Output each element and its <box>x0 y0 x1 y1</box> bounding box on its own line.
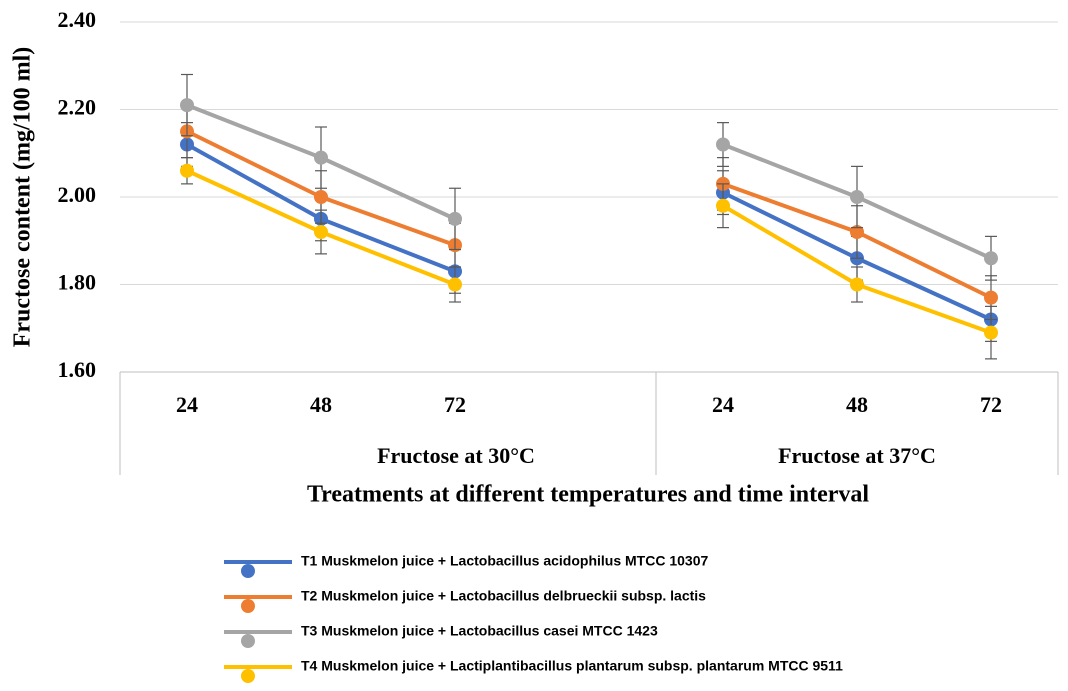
x-tick-label: 72 <box>444 392 466 417</box>
data-point <box>448 277 462 292</box>
x-tick-label: 24 <box>712 392 734 417</box>
group-label: Fructose at 37°C <box>778 443 936 468</box>
data-point <box>314 225 328 239</box>
data-point <box>314 190 328 204</box>
y-tick-label: 2.20 <box>58 95 97 120</box>
data-point <box>850 225 864 239</box>
y-tick-label: 1.80 <box>58 270 97 295</box>
legend-swatch-dot <box>241 634 255 648</box>
legend-swatch-dot <box>241 564 255 578</box>
legend-label: T4 Muskmelon juice + Lactiplantibacillus… <box>301 658 843 674</box>
data-point <box>180 163 194 178</box>
data-point <box>716 198 730 213</box>
data-point <box>850 277 864 292</box>
legend-label: T2 Muskmelon juice + Lactobacillus delbr… <box>301 588 706 604</box>
y-tick-label: 1.60 <box>58 357 97 382</box>
group-label: Fructose at 30°C <box>377 443 535 468</box>
x-tick-label: 24 <box>176 392 198 417</box>
data-point <box>314 150 328 165</box>
data-point <box>180 98 194 113</box>
data-point <box>984 290 998 305</box>
data-point <box>448 211 462 226</box>
legend: T1 Muskmelon juice + Lactobacillus acido… <box>224 553 843 683</box>
x-tick-label: 72 <box>980 392 1002 417</box>
x-tick-label: 48 <box>846 392 868 417</box>
data-point <box>850 190 864 204</box>
legend-swatch-dot <box>241 599 255 613</box>
y-tick-label: 2.00 <box>58 182 97 207</box>
legend-label: T3 Muskmelon juice + Lactobacillus casei… <box>301 623 658 639</box>
legend-swatch-dot <box>241 669 255 683</box>
y-tick-label: 2.40 <box>58 7 97 32</box>
x-axis-title: Treatments at different temperatures and… <box>307 482 869 508</box>
legend-label: T1 Muskmelon juice + Lactobacillus acido… <box>301 553 708 569</box>
y-axis-title: Fructose content (mg/100 ml) <box>10 47 36 348</box>
x-tick-label: 48 <box>310 392 332 417</box>
data-point <box>716 137 730 152</box>
data-point <box>984 325 998 340</box>
data-point <box>984 251 998 266</box>
